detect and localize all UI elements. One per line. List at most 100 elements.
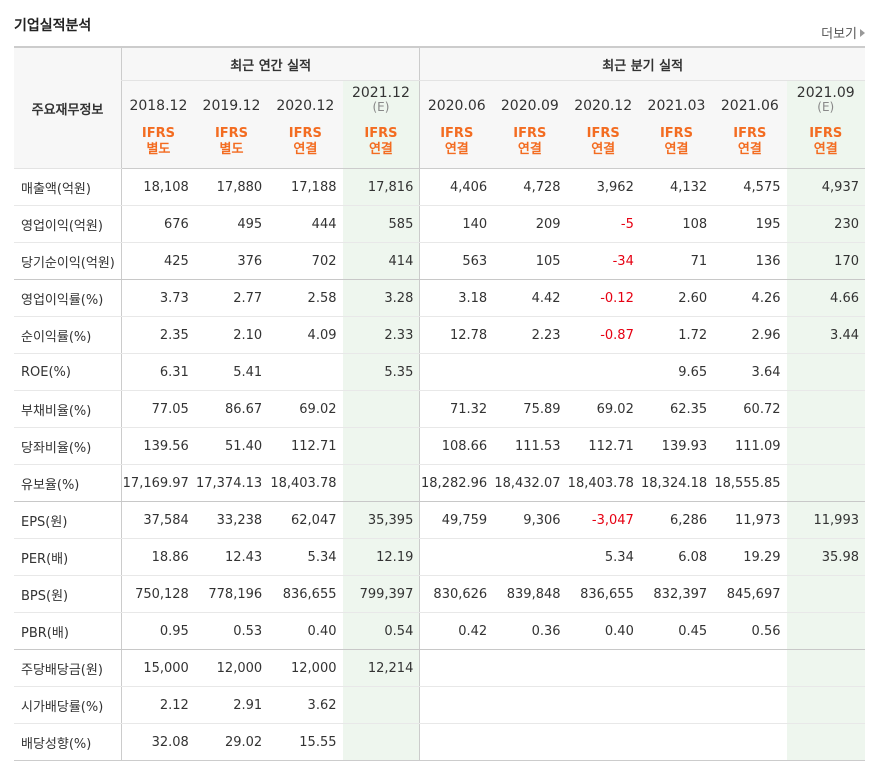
standard-ifrs: IFRS (586, 126, 620, 141)
accounting-standard: IFRS 연결 (713, 116, 787, 169)
table-cell: 17,188 (268, 168, 343, 206)
table-cell: 0.42 (419, 612, 494, 650)
period-date-label: 2021.12 (351, 85, 410, 101)
period-date-label: 2020.09 (500, 98, 559, 114)
period-date: 2021.06 (713, 80, 787, 116)
row-label: PER(배) (14, 538, 122, 576)
table-cell: 4,575 (713, 168, 787, 206)
row-label: PBR(배) (14, 612, 122, 650)
table-row: PER(배) 18.86 12.43 5.34 12.19 5.34 6.08 19.29 35… (14, 538, 865, 576)
table-cell: -5 (566, 205, 640, 243)
table-cell: 209 (493, 205, 567, 243)
table-cell: 830,626 (419, 575, 494, 613)
more-link[interactable]: 더보기 (821, 23, 865, 42)
table-cell: 18,108 (120, 168, 195, 206)
table-cell: 77.05 (120, 390, 195, 428)
table-cell: 414 (342, 242, 420, 280)
main-header: 주요재무정보 (14, 46, 122, 169)
accounting-standard: IFRS 연결 (639, 116, 714, 169)
period-date-label: 2020.12 (574, 98, 633, 114)
table-cell (493, 353, 567, 391)
table-cell (786, 575, 865, 613)
financial-table: 주요재무정보 최근 연간 실적 최근 분기 실적 2018.12 2019.12 2… (14, 46, 865, 761)
table-cell: 17,880 (194, 168, 269, 206)
period-date: 2020.12 (566, 80, 640, 116)
table-cell: 12,214 (342, 649, 420, 687)
table-cell: 17,169.97 (120, 464, 195, 502)
table-cell: -34 (566, 242, 640, 280)
standard-ifrs: IFRS (288, 126, 322, 141)
table-cell: 832,397 (639, 575, 714, 613)
table-cell: 6.08 (639, 538, 714, 576)
standard-scope: 연결 (368, 142, 393, 157)
standard-scope: 연결 (517, 142, 542, 157)
estimate-mark: (E) (372, 100, 390, 114)
table-cell: 5.35 (342, 353, 420, 391)
annual-group-header: 최근 연간 실적 (120, 46, 420, 81)
table-row: PBR(배) 0.95 0.53 0.40 0.54 0.42 0.36 0.40 0.45 0.… (14, 612, 865, 650)
table-cell: -0.12 (566, 279, 640, 317)
table-cell: 376 (194, 242, 269, 280)
table-cell: 35.98 (786, 538, 865, 576)
table-cell (786, 649, 865, 687)
table-cell: 3,962 (566, 168, 640, 206)
table-row: 유보율(%) 17,169.97 17,374.13 18,403.78 18,282.… (14, 464, 865, 502)
table-cell: 836,655 (566, 575, 640, 613)
table-row: 매출액(억원) 18,108 17,880 17,188 17,816 4,406 4,72… (14, 168, 865, 206)
table-cell (639, 723, 714, 761)
table-cell: 15,000 (120, 649, 195, 687)
period-date: 2020.09 (493, 80, 567, 116)
row-label: 순이익률(%) (14, 316, 122, 354)
period-date-label: 2020.12 (276, 98, 335, 114)
table-cell: 2.33 (342, 316, 420, 354)
table-cell: 2.35 (120, 316, 195, 354)
table-cell: 29.02 (194, 723, 269, 761)
table-cell (419, 723, 494, 761)
period-date-label: 2019.12 (202, 98, 261, 114)
table-cell (786, 427, 865, 465)
table-cell: 62,047 (268, 501, 343, 539)
table-cell: 4.09 (268, 316, 343, 354)
table-cell: 2.12 (120, 686, 195, 724)
table-cell: 32.08 (120, 723, 195, 761)
accounting-standard: IFRS 연결 (268, 116, 343, 169)
period-date: 2021.12 (E) (342, 80, 420, 116)
standard-scope: 별도 (219, 142, 244, 157)
table-cell: 6,286 (639, 501, 714, 539)
table-cell (342, 723, 420, 761)
accounting-standard: IFRS 연결 (342, 116, 420, 169)
table-cell: 230 (786, 205, 865, 243)
period-date: 2018.12 (120, 80, 195, 116)
table-cell: 11,993 (786, 501, 865, 539)
period-date-label: 2021.06 (720, 98, 779, 114)
table-cell (493, 649, 567, 687)
table-cell (268, 353, 343, 391)
table-cell: 836,655 (268, 575, 343, 613)
table-cell: 0.36 (493, 612, 567, 650)
standard-scope: 연결 (591, 142, 616, 157)
table-row: EPS(원) 37,584 33,238 62,047 35,395 49,759 9,30… (14, 501, 865, 539)
table-cell: 18,432.07 (493, 464, 567, 502)
row-label: 영업이익률(%) (14, 279, 122, 317)
table-cell (419, 353, 494, 391)
table-cell (566, 686, 640, 724)
table-cell (419, 686, 494, 724)
standard-ifrs: IFRS (809, 126, 843, 141)
row-label: 시가배당률(%) (14, 686, 122, 724)
table-cell: 495 (194, 205, 269, 243)
period-date: 2020.12 (268, 80, 343, 116)
table-cell: 0.95 (120, 612, 195, 650)
accounting-standard: IFRS 연결 (566, 116, 640, 169)
row-label: ROE(%) (14, 353, 122, 391)
table-cell: 4,728 (493, 168, 567, 206)
table-cell (786, 464, 865, 502)
table-row: 영업이익률(%) 3.73 2.77 2.58 3.28 3.18 4.42 -0.12 2.6… (14, 279, 865, 317)
table-cell: 9,306 (493, 501, 567, 539)
row-label: 영업이익(억원) (14, 205, 122, 243)
table-cell (342, 464, 420, 502)
period-date-label: 2018.12 (129, 98, 188, 114)
period-date-label: 2020.06 (427, 98, 486, 114)
table-cell: 839,848 (493, 575, 567, 613)
row-label: 유보율(%) (14, 464, 122, 502)
table-cell: 0.53 (194, 612, 269, 650)
